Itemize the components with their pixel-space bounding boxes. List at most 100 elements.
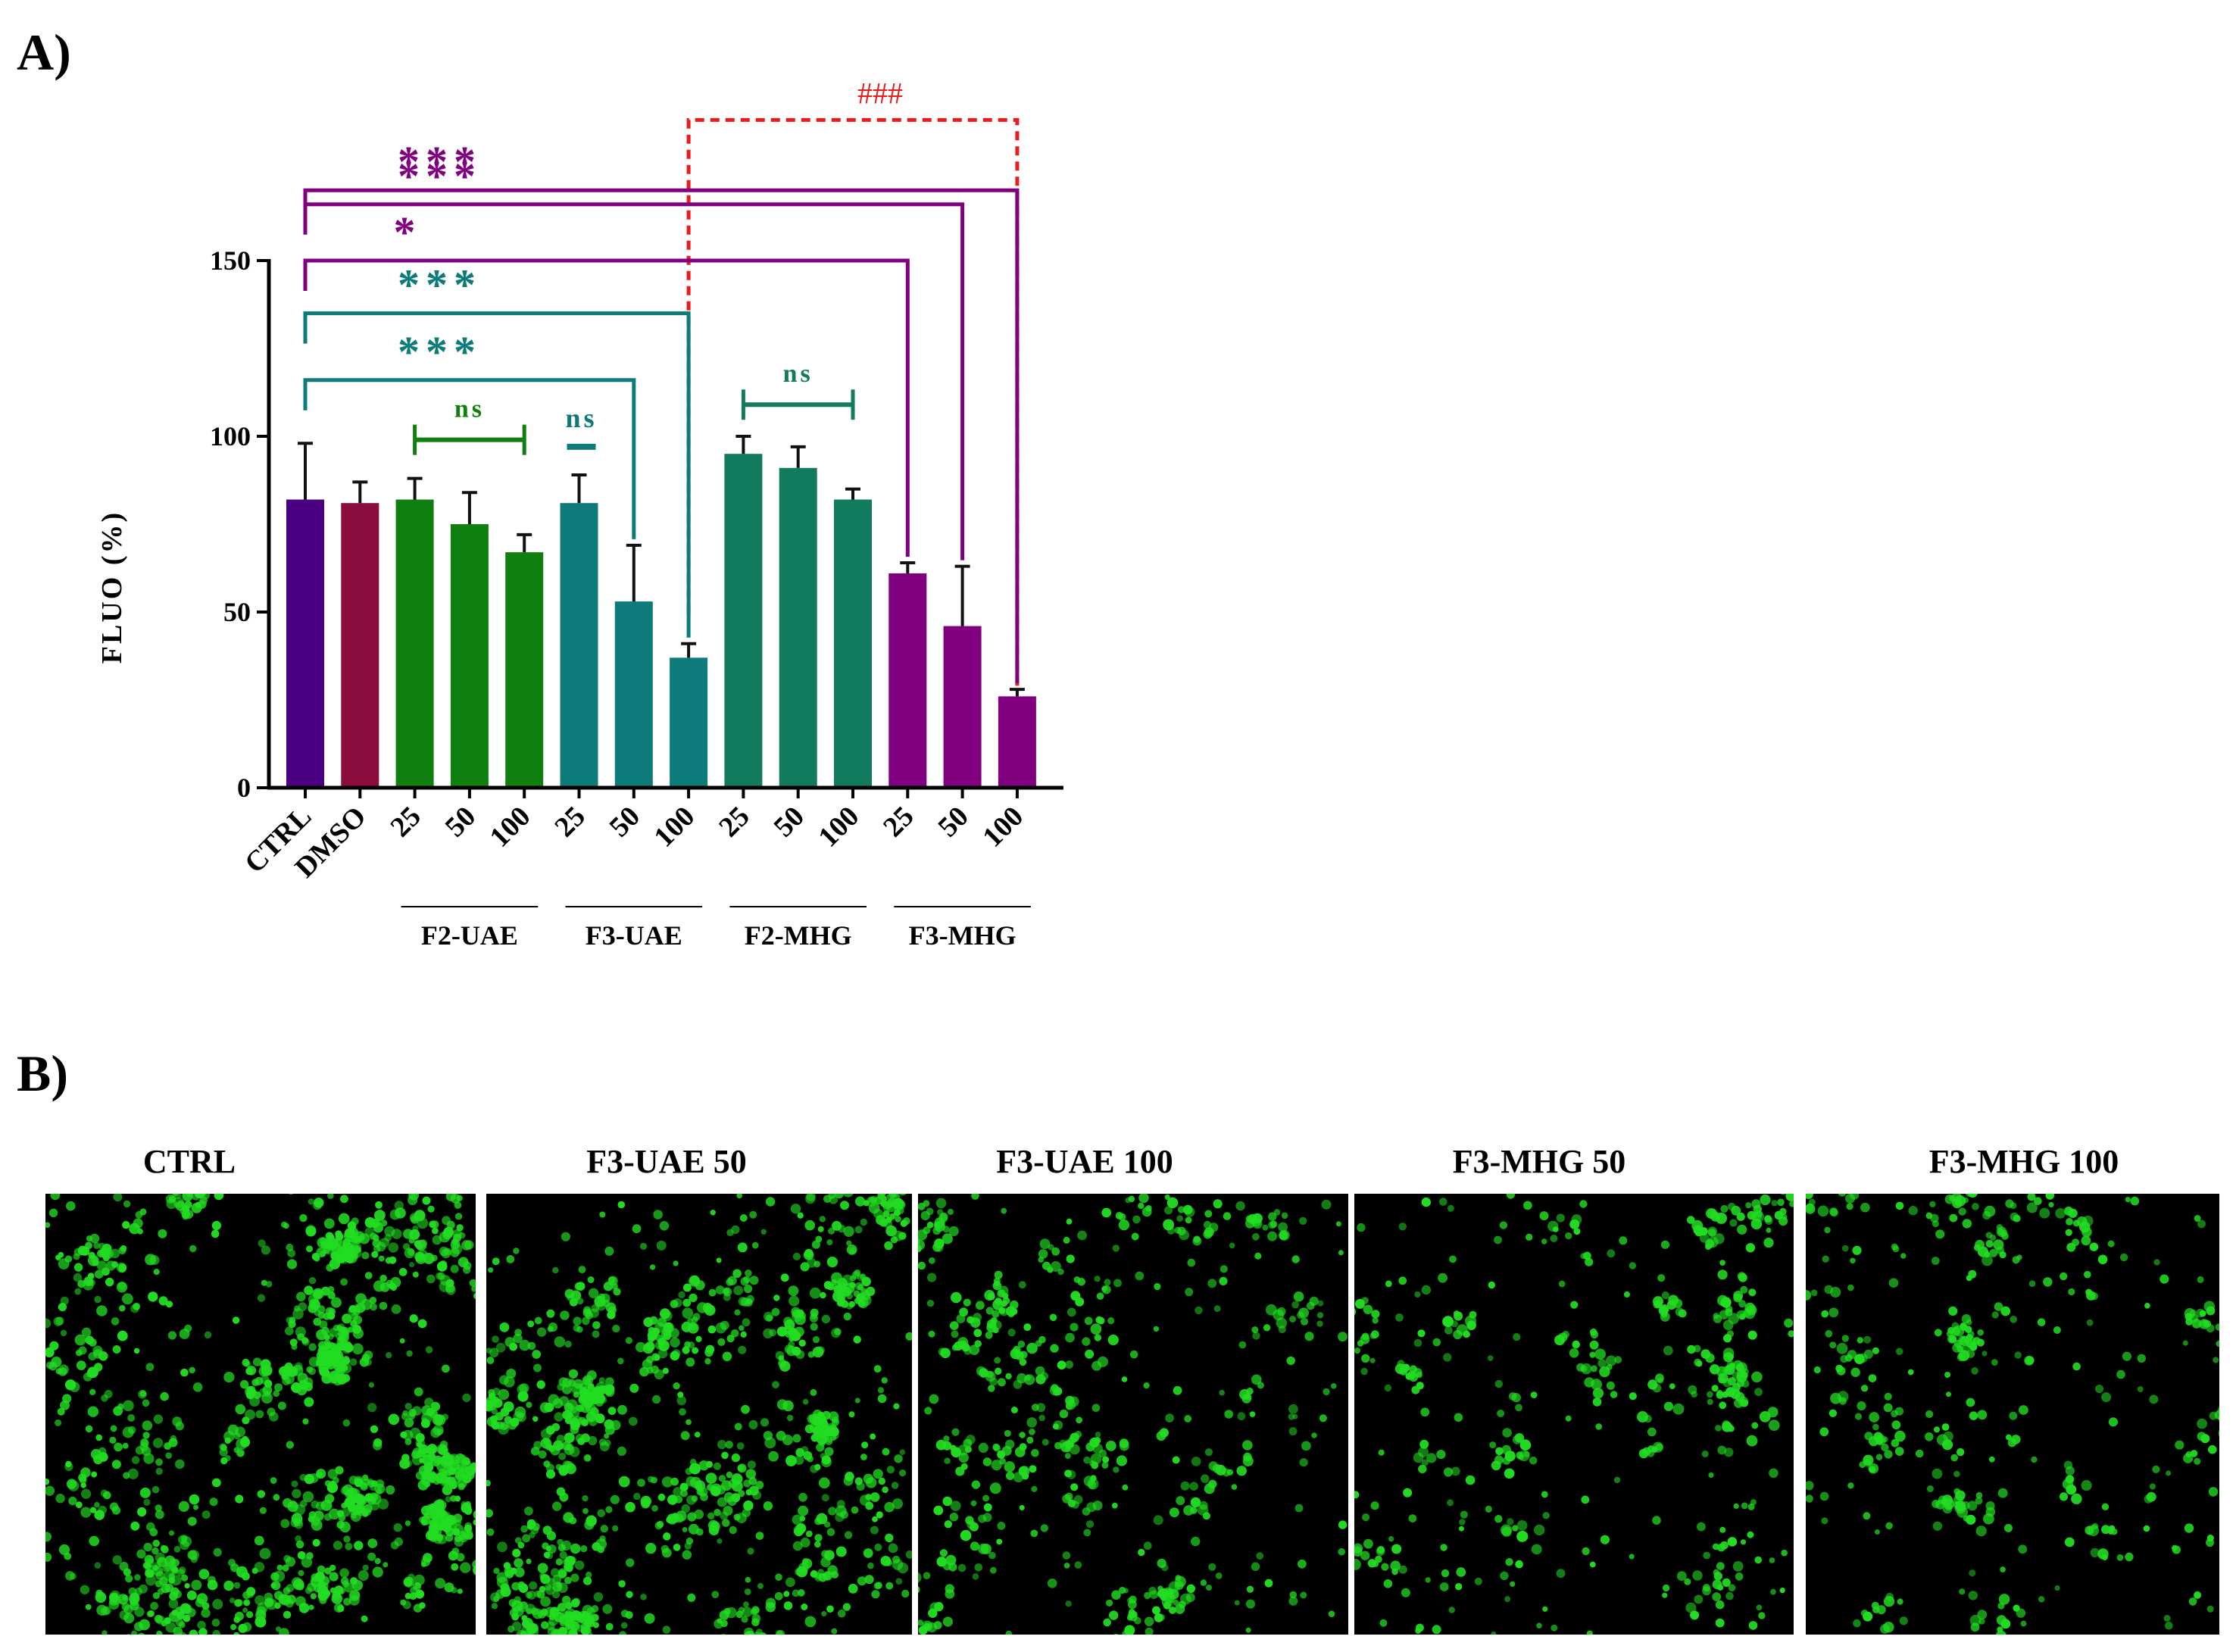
cell [632,1224,642,1234]
cell [235,1494,244,1504]
cell [1042,1261,1051,1270]
cell [994,1270,1003,1279]
significance-label: * [394,208,422,257]
cell [541,1429,552,1440]
cell [640,1495,651,1507]
cell [269,1412,279,1422]
cell [38,1501,45,1508]
cell [585,1634,588,1635]
cell [801,1604,808,1610]
cell [765,1197,776,1207]
cell [252,1357,262,1366]
cell [2143,1525,2150,1532]
cell [464,1240,474,1250]
cell [1694,1594,1704,1604]
cell [870,1526,879,1535]
significance-label: *** [398,137,482,186]
cell [1391,1568,1398,1575]
cell [918,1261,926,1270]
cell [303,1377,314,1388]
cell [1442,1316,1454,1328]
cell [717,1618,723,1624]
cell [1335,1221,1341,1227]
cell [885,1199,895,1208]
cell [414,1387,423,1397]
cell [552,1266,559,1274]
cell [539,1402,551,1413]
cell [421,1417,428,1424]
cell [999,1457,1006,1465]
cell [379,1282,390,1292]
cell [1510,1581,1516,1587]
cell [954,1341,963,1351]
cell [878,1477,886,1485]
cell [436,1462,446,1472]
cell [1300,1317,1309,1326]
cell [1029,1429,1035,1435]
cell [401,1454,410,1462]
cell [135,1210,143,1219]
cell [499,1322,510,1332]
cell [1539,1211,1549,1221]
cell [1301,1441,1311,1451]
cell [1747,1531,1754,1538]
cell [450,1194,461,1204]
cell [864,1575,874,1585]
cell [1853,1619,1861,1628]
cell [992,1281,1002,1291]
cell [563,1558,570,1566]
cell [2188,1597,2197,1606]
cell [814,1517,823,1526]
cell [223,1372,235,1383]
cell [1390,1560,1401,1571]
cell [1425,1577,1431,1583]
cell [573,1391,579,1398]
cell [982,1513,992,1522]
cell [1451,1320,1458,1328]
cell [391,1229,402,1239]
cell [493,1567,500,1575]
cell [1074,1561,1082,1569]
cell [721,1634,726,1635]
cell [2217,1407,2219,1415]
cell [164,1583,174,1592]
cell [803,1639,810,1647]
cell [685,1467,693,1476]
significance-label: *** [398,151,482,201]
cell [241,1572,250,1581]
cell [1741,1502,1748,1510]
cell [184,1324,192,1332]
cell [1857,1337,1863,1344]
cell [1647,1427,1657,1437]
cell [2226,1430,2235,1439]
cell [374,1557,381,1565]
cell [433,1535,442,1544]
cell [527,1320,535,1328]
cell [739,1325,745,1331]
cell [276,1644,283,1650]
cell [1523,1451,1530,1458]
cell [1065,1600,1072,1607]
cell [1663,1401,1674,1412]
cell [554,1336,566,1348]
cell [138,1632,145,1635]
cell [1245,1627,1251,1633]
cell [1958,1207,1966,1216]
cell [774,1591,783,1600]
cell [822,1410,831,1420]
cell [649,1264,656,1270]
cell [320,1500,333,1511]
cell [687,1322,699,1334]
cell [167,1331,176,1340]
cell [330,1376,339,1384]
cell [884,1241,893,1251]
cell [342,1363,352,1373]
cell [1711,1385,1719,1392]
cell [1278,1222,1288,1232]
cell [517,1412,526,1422]
cell [311,1252,320,1261]
cell [857,1274,864,1282]
cell [207,1579,218,1591]
cell [58,1544,70,1556]
cell [1066,1218,1073,1225]
